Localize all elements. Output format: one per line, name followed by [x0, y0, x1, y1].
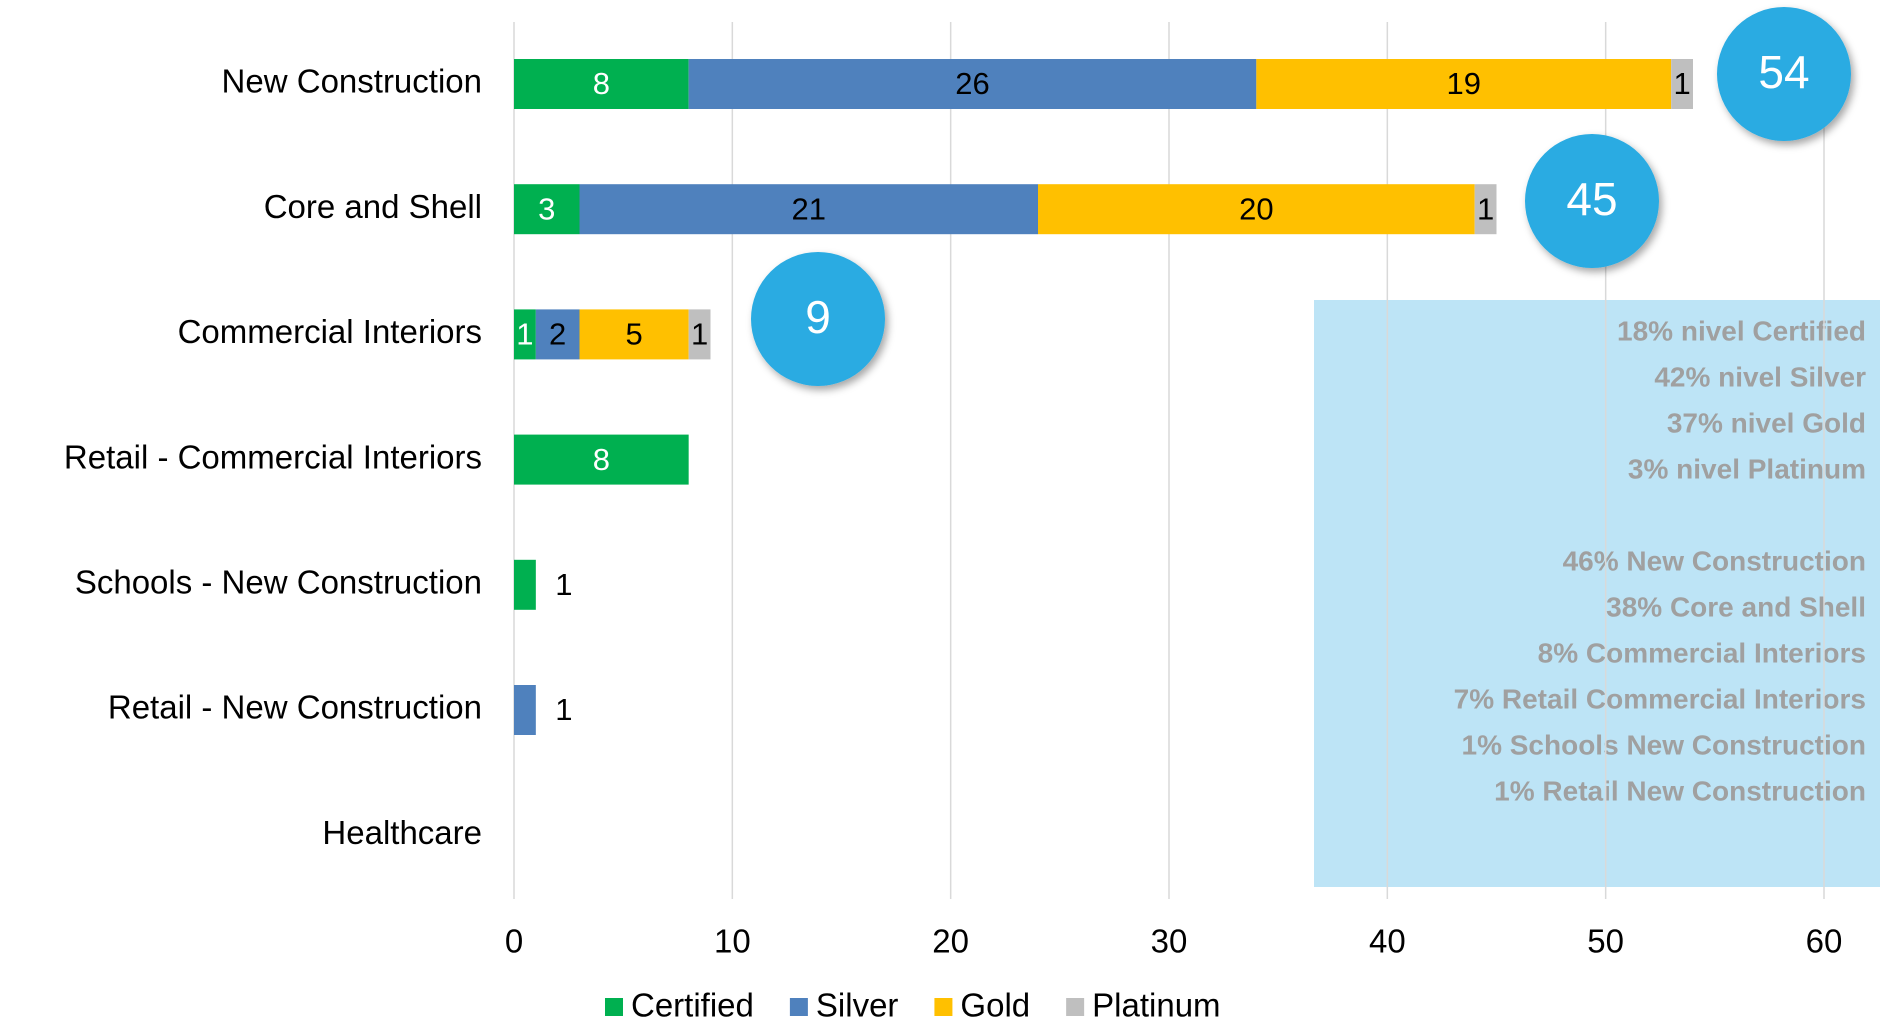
legend-label: Silver — [816, 987, 899, 1024]
bar-segment — [535, 309, 580, 360]
data-label: 1 — [555, 692, 572, 727]
legend-swatch — [605, 998, 623, 1016]
x-tick-label: 10 — [714, 923, 751, 960]
data-label: 1 — [516, 317, 533, 352]
data-label: 26 — [955, 66, 989, 101]
data-label: 1 — [691, 317, 708, 352]
summary-line: 1% Retail New Construction — [1494, 775, 1866, 806]
legend-swatch — [789, 998, 808, 1016]
y-tick-label: Commercial Interiors — [178, 313, 482, 350]
y-tick-label: New Construction — [222, 63, 482, 100]
bar-segment — [514, 434, 689, 485]
bar-segment — [1671, 59, 1693, 109]
total-label: 45 — [1566, 173, 1617, 225]
data-label: 1 — [555, 567, 572, 602]
data-label: 1 — [1477, 191, 1494, 226]
summary-line: 38% Core and Shell — [1606, 591, 1866, 622]
total-bubble — [1525, 134, 1659, 268]
y-tick-label: Core and Shell — [264, 188, 482, 225]
legend-label: Platinum — [1092, 987, 1220, 1024]
bar-segment — [514, 559, 536, 610]
data-label: 2 — [549, 317, 566, 352]
x-tick-label: 60 — [1806, 923, 1843, 960]
total-label: 9 — [805, 291, 831, 343]
summary-line: 46% New Construction — [1563, 545, 1866, 576]
summary-line: 18% nivel Certified — [1617, 315, 1866, 346]
x-tick-label: 0 — [505, 923, 523, 960]
data-label: 1 — [1673, 66, 1690, 101]
bar-segment — [514, 685, 536, 735]
x-tick-label: 20 — [932, 923, 969, 960]
bar-segment — [579, 309, 689, 360]
bar-segment — [579, 184, 1038, 235]
y-tick-label: Retail - Commercial Interiors — [64, 438, 482, 475]
bar-segment — [1256, 59, 1672, 109]
legend-label: Gold — [960, 987, 1030, 1024]
summary-line: 8% Commercial Interiors — [1538, 637, 1866, 668]
summary-line: 37% nivel Gold — [1667, 407, 1866, 438]
summary-line: 42% nivel Silver — [1654, 361, 1866, 392]
total-bubble — [751, 252, 885, 386]
data-label: 5 — [625, 317, 642, 352]
bar-segment — [514, 309, 536, 360]
bar-segment — [688, 309, 711, 360]
y-tick-label: Healthcare — [322, 814, 482, 851]
summary-box — [1314, 300, 1880, 887]
data-label: 21 — [792, 191, 826, 226]
y-tick-label: Schools - New Construction — [75, 564, 482, 601]
legend-swatch — [934, 998, 953, 1016]
bar-segment — [514, 184, 580, 235]
x-tick-label: 30 — [1151, 923, 1188, 960]
bar-segment — [1474, 184, 1497, 235]
total-bubble — [1717, 7, 1851, 141]
legend-swatch — [1066, 998, 1085, 1016]
summary-line: 3% nivel Platinum — [1628, 453, 1866, 484]
bar-segment — [1038, 184, 1475, 235]
total-label: 54 — [1758, 46, 1809, 98]
x-tick-label: 40 — [1369, 923, 1406, 960]
y-tick-label: Retail - New Construction — [108, 689, 482, 726]
x-tick-label: 50 — [1587, 923, 1624, 960]
summary-line: 7% Retail Commercial Interiors — [1454, 683, 1866, 714]
data-label: 3 — [538, 191, 555, 226]
legend-label: Certified — [631, 987, 754, 1024]
bar-segment — [688, 59, 1257, 109]
data-label: 8 — [593, 66, 610, 101]
data-label: 8 — [593, 442, 610, 477]
bar-segment — [514, 59, 689, 109]
summary-line: 1% Schools New Construction — [1462, 729, 1867, 760]
data-label: 19 — [1447, 66, 1481, 101]
data-label: 20 — [1239, 191, 1273, 226]
